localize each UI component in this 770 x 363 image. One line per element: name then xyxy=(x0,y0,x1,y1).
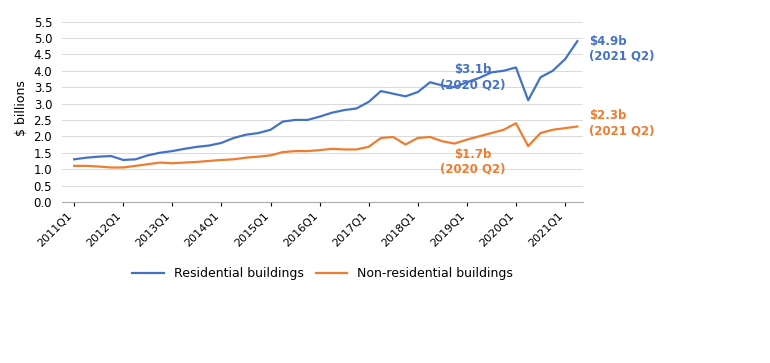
Non-residential buildings xyxy=(82,164,91,168)
Residential buildings xyxy=(69,157,79,162)
Non-residential buildings xyxy=(192,160,202,164)
Residential buildings xyxy=(561,57,570,61)
Residential buildings xyxy=(499,69,508,73)
Non-residential buildings xyxy=(561,126,570,130)
Non-residential buildings xyxy=(377,136,386,140)
Residential buildings xyxy=(511,65,521,70)
Residential buildings xyxy=(229,136,239,140)
Non-residential buildings xyxy=(327,147,336,151)
Residential buildings xyxy=(217,141,226,145)
Residential buildings xyxy=(487,70,496,74)
Non-residential buildings xyxy=(266,153,275,158)
Non-residential buildings xyxy=(511,121,521,125)
Non-residential buildings xyxy=(524,144,533,148)
Residential buildings xyxy=(425,80,434,85)
Residential buildings xyxy=(131,157,140,162)
Residential buildings xyxy=(450,85,459,89)
Residential buildings xyxy=(180,147,189,151)
Non-residential buildings xyxy=(474,134,484,139)
Residential buildings xyxy=(413,90,423,94)
Non-residential buildings xyxy=(69,164,79,168)
Residential buildings xyxy=(389,91,398,96)
Line: Residential buildings: Residential buildings xyxy=(74,41,578,160)
Non-residential buildings xyxy=(290,149,300,153)
Residential buildings xyxy=(143,153,152,158)
Residential buildings xyxy=(437,83,447,88)
Text: $2.3b
(2021 Q2): $2.3b (2021 Q2) xyxy=(588,109,654,138)
Non-residential buildings xyxy=(450,141,459,146)
Residential buildings xyxy=(462,80,471,85)
Residential buildings xyxy=(253,131,263,135)
Text: $1.7b
(2020 Q2): $1.7b (2020 Q2) xyxy=(440,148,506,176)
Residential buildings xyxy=(303,118,312,122)
Residential buildings xyxy=(474,76,484,80)
Non-residential buildings xyxy=(315,148,324,152)
Residential buildings xyxy=(401,94,410,98)
Residential buildings xyxy=(168,149,177,153)
Non-residential buildings xyxy=(156,160,165,165)
Residential buildings xyxy=(377,89,386,93)
Non-residential buildings xyxy=(241,155,250,160)
Residential buildings xyxy=(573,39,582,44)
Residential buildings xyxy=(340,108,349,112)
Residential buildings xyxy=(524,98,533,102)
Non-residential buildings xyxy=(340,147,349,152)
Non-residential buildings xyxy=(229,157,239,162)
Non-residential buildings xyxy=(303,149,312,153)
Non-residential buildings xyxy=(253,155,263,159)
Legend: Residential buildings, Non-residential buildings: Residential buildings, Non-residential b… xyxy=(127,262,518,285)
Non-residential buildings xyxy=(573,124,582,129)
Non-residential buildings xyxy=(143,162,152,166)
Non-residential buildings xyxy=(119,165,128,170)
Residential buildings xyxy=(192,145,202,149)
Residential buildings xyxy=(94,155,103,159)
Non-residential buildings xyxy=(352,147,361,152)
Text: $4.9b
(2021 Q2): $4.9b (2021 Q2) xyxy=(588,34,654,63)
Non-residential buildings xyxy=(217,158,226,162)
Non-residential buildings xyxy=(106,165,115,170)
Non-residential buildings xyxy=(499,128,508,132)
Residential buildings xyxy=(290,118,300,122)
Residential buildings xyxy=(315,114,324,119)
Residential buildings xyxy=(536,75,545,79)
Non-residential buildings xyxy=(487,131,496,135)
Residential buildings xyxy=(241,132,250,137)
Residential buildings xyxy=(548,69,557,73)
Non-residential buildings xyxy=(536,131,545,135)
Residential buildings xyxy=(327,111,336,115)
Non-residential buildings xyxy=(389,135,398,139)
Non-residential buildings xyxy=(548,128,557,132)
Residential buildings xyxy=(352,106,361,111)
Residential buildings xyxy=(278,119,287,124)
Residential buildings xyxy=(266,128,275,132)
Non-residential buildings xyxy=(168,161,177,166)
Residential buildings xyxy=(106,154,115,158)
Line: Non-residential buildings: Non-residential buildings xyxy=(74,123,578,167)
Non-residential buildings xyxy=(401,142,410,147)
Non-residential buildings xyxy=(437,139,447,143)
Text: $3.1b
(2020 Q2): $3.1b (2020 Q2) xyxy=(440,63,506,91)
Non-residential buildings xyxy=(205,159,214,163)
Non-residential buildings xyxy=(413,136,423,140)
Non-residential buildings xyxy=(131,164,140,168)
Residential buildings xyxy=(205,143,214,148)
Non-residential buildings xyxy=(462,138,471,142)
Non-residential buildings xyxy=(364,145,373,149)
Non-residential buildings xyxy=(278,150,287,154)
Y-axis label: $ billions: $ billions xyxy=(15,81,28,136)
Non-residential buildings xyxy=(94,164,103,169)
Residential buildings xyxy=(119,158,128,162)
Residential buildings xyxy=(364,100,373,104)
Non-residential buildings xyxy=(425,135,434,139)
Non-residential buildings xyxy=(180,160,189,165)
Residential buildings xyxy=(156,151,165,155)
Residential buildings xyxy=(82,155,91,160)
